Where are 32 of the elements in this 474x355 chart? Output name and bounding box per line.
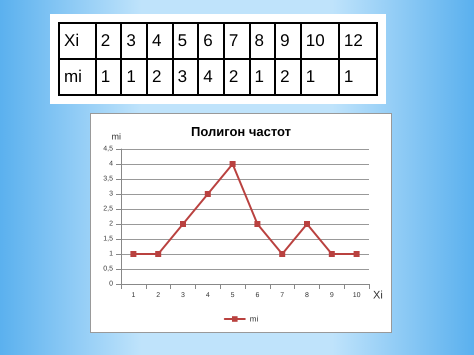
text: Xi (59, 23, 96, 59)
text: 6 (198, 23, 224, 59)
point (230, 161, 236, 167)
text: 1 (300, 59, 339, 95)
point (155, 251, 162, 257)
y-axis-title: mi (112, 132, 121, 142)
text: 3 (172, 59, 198, 95)
text: 8 (250, 23, 276, 59)
text: 1 (338, 59, 377, 95)
text: 10 (300, 23, 339, 59)
point (354, 251, 360, 257)
point (304, 221, 310, 227)
text: 12 (338, 23, 377, 59)
chart-title: Полигон частот (190, 124, 292, 139)
point (254, 221, 260, 227)
point (328, 251, 335, 257)
text: 9 (275, 23, 301, 59)
text: 4 (198, 59, 224, 95)
text: 5 (172, 23, 198, 59)
text: 2 (224, 59, 250, 95)
text: 1 (250, 59, 276, 95)
text: 7 (224, 23, 250, 59)
point (279, 251, 286, 257)
x-axis-title: Xi (373, 290, 383, 302)
text: 2 (147, 59, 173, 95)
point (130, 251, 136, 257)
text: 4 (147, 23, 173, 59)
legend-label: mi (250, 314, 258, 324)
text: mi (59, 59, 96, 95)
point (180, 221, 186, 227)
point (204, 191, 211, 197)
text: 2 (275, 59, 301, 95)
